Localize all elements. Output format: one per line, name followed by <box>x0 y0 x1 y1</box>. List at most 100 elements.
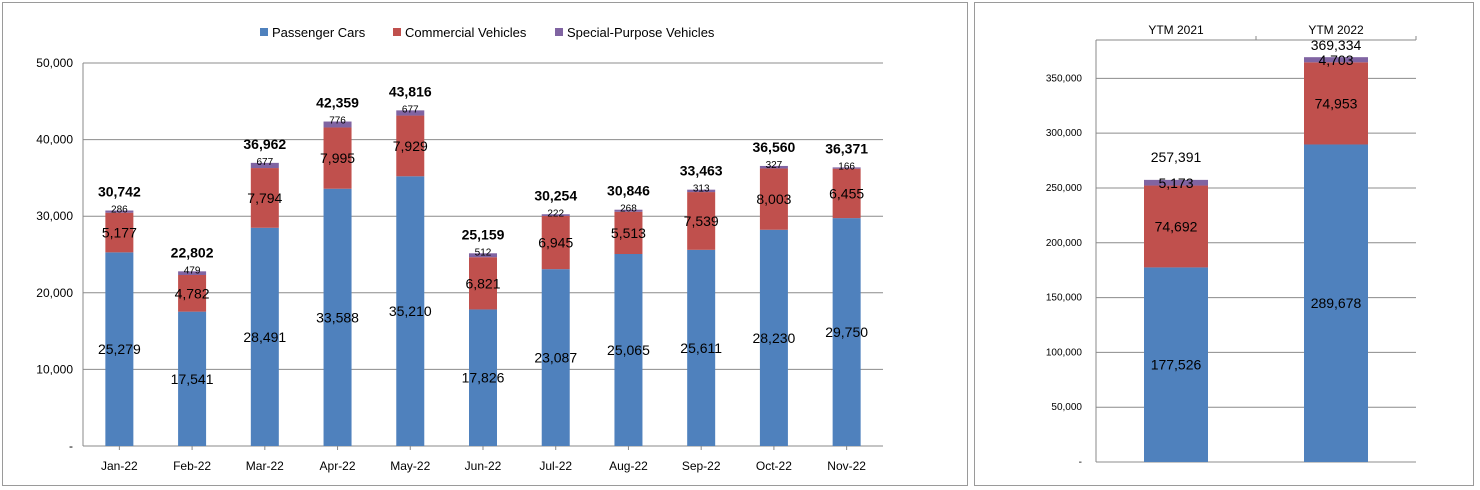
total-label: 36,560 <box>752 139 795 155</box>
data-label: 28,230 <box>752 330 795 346</box>
data-label: 29,750 <box>825 324 868 340</box>
data-label: 23,087 <box>534 350 577 366</box>
total-label: 36,962 <box>243 136 286 152</box>
data-label: 677 <box>256 157 273 168</box>
bar-segment <box>323 188 352 446</box>
data-label: 7,929 <box>393 138 428 154</box>
data-label: 776 <box>329 116 346 127</box>
data-label: 677 <box>402 104 419 115</box>
bar-segment <box>541 214 570 216</box>
data-label: 268 <box>620 204 637 215</box>
bar-segment <box>250 227 279 446</box>
bar-segment <box>614 209 643 212</box>
y-tick-label: 300,000 <box>1046 128 1083 139</box>
legend-label: Passenger Cars <box>272 25 366 40</box>
data-label: 166 <box>838 161 855 172</box>
data-label: 25,611 <box>680 340 722 356</box>
data-label: 7,539 <box>684 213 719 229</box>
legend-label: Commercial Vehicles <box>405 25 527 40</box>
legend-label: Special-Purpose Vehicles <box>567 25 715 40</box>
bar-segment <box>250 162 279 169</box>
legend-swatch <box>393 28 401 36</box>
y-tick-label: 50,000 <box>36 56 73 70</box>
data-label: 25,279 <box>98 341 141 357</box>
total-label: 42,359 <box>316 95 359 111</box>
bar-segment <box>832 167 861 169</box>
bar-segment <box>1304 62 1368 145</box>
bar-segment <box>541 215 570 270</box>
data-label: 6,945 <box>538 235 573 251</box>
data-label: 28,491 <box>243 329 286 345</box>
x-tick-label: Mar-22 <box>246 459 284 473</box>
total-label: 257,391 <box>1151 149 1202 165</box>
bar-segment <box>1304 144 1368 462</box>
data-label: 4,703 <box>1318 52 1353 68</box>
y-tick-label: 20,000 <box>36 286 73 300</box>
x-tick-label: Jun-22 <box>465 459 502 473</box>
bar-segment <box>759 168 788 230</box>
bar-segment <box>396 115 425 177</box>
bar-segment <box>614 254 643 446</box>
y-tick-label: 100,000 <box>1046 347 1083 358</box>
x-tick-label: Sep-22 <box>682 459 721 473</box>
bar-segment <box>323 121 352 128</box>
x-tick-label: Nov-22 <box>827 459 866 473</box>
bar-segment <box>832 168 861 219</box>
ytm-stacked-bar-chart: - 50,000 100,000 150,000 200,000 250,000 300,0… <box>1046 23 1417 468</box>
bar-segment <box>396 110 425 116</box>
bar-segment <box>469 257 497 310</box>
bar-segment <box>178 271 207 276</box>
y-tick-label: 200,000 <box>1046 238 1083 249</box>
total-label: 36,371 <box>825 140 868 156</box>
data-label: 286 <box>111 205 128 216</box>
total-label: 30,254 <box>534 187 577 203</box>
y-tick-label: 40,000 <box>36 133 73 147</box>
data-label: 8,003 <box>756 191 791 207</box>
category-label: YTM 2021 <box>1148 23 1204 37</box>
y-tick-label: 350,000 <box>1046 73 1083 84</box>
ytm-sales-chart-panel: - 50,000 100,000 150,000 200,000 250,000 300,0… <box>974 2 1474 486</box>
legend-swatch <box>555 28 563 36</box>
category-label: YTM 2022 <box>1308 23 1364 37</box>
data-label: 6,455 <box>829 185 864 201</box>
total-label: 43,816 <box>389 83 432 99</box>
bar-segment <box>469 309 497 446</box>
data-label: 33,588 <box>316 309 359 325</box>
bar-segment <box>178 275 207 312</box>
bar-segment <box>1144 267 1208 462</box>
data-label: 5,173 <box>1158 175 1193 191</box>
x-tick-label: Aug-22 <box>609 459 648 473</box>
bar-segment <box>105 210 134 213</box>
data-label: 177,526 <box>1151 357 1202 373</box>
total-label: 369,334 <box>1311 37 1362 53</box>
bar-segment <box>178 311 207 446</box>
data-label: 512 <box>475 247 492 258</box>
bar-segment <box>687 192 716 250</box>
bar-segment <box>1304 57 1368 63</box>
bar-segment <box>469 253 497 258</box>
bar-segment <box>250 168 279 228</box>
bar-segment <box>759 165 788 169</box>
bar-segment <box>396 176 425 447</box>
bar-segment <box>687 189 716 193</box>
data-label: 17,826 <box>462 370 505 386</box>
bar-segment <box>541 269 570 446</box>
data-label: 35,210 <box>389 303 432 319</box>
data-label: 5,177 <box>102 225 137 241</box>
monthly-sales-chart-panel: - 10,000 20,000 30,000 40,000 50,000 25,279 5,1… <box>2 2 968 486</box>
x-tick-label: May-22 <box>390 459 430 473</box>
legend-swatch <box>260 28 268 36</box>
data-label: 7,794 <box>247 190 282 206</box>
data-label: 5,513 <box>611 225 646 241</box>
x-tick-label: Jan-22 <box>101 459 138 473</box>
bar-segment <box>1144 185 1208 268</box>
data-label: 327 <box>766 160 783 171</box>
monthly-stacked-bar-chart: - 10,000 20,000 30,000 40,000 50,000 25,279 5,1… <box>36 25 883 473</box>
x-tick-label: Apr-22 <box>320 459 356 473</box>
bar-segment <box>105 252 134 446</box>
data-label: 222 <box>547 208 564 219</box>
bar-segment <box>323 127 352 189</box>
data-label: 289,678 <box>1311 295 1362 311</box>
total-label: 30,742 <box>98 184 141 200</box>
x-tick-label: Oct-22 <box>756 459 792 473</box>
